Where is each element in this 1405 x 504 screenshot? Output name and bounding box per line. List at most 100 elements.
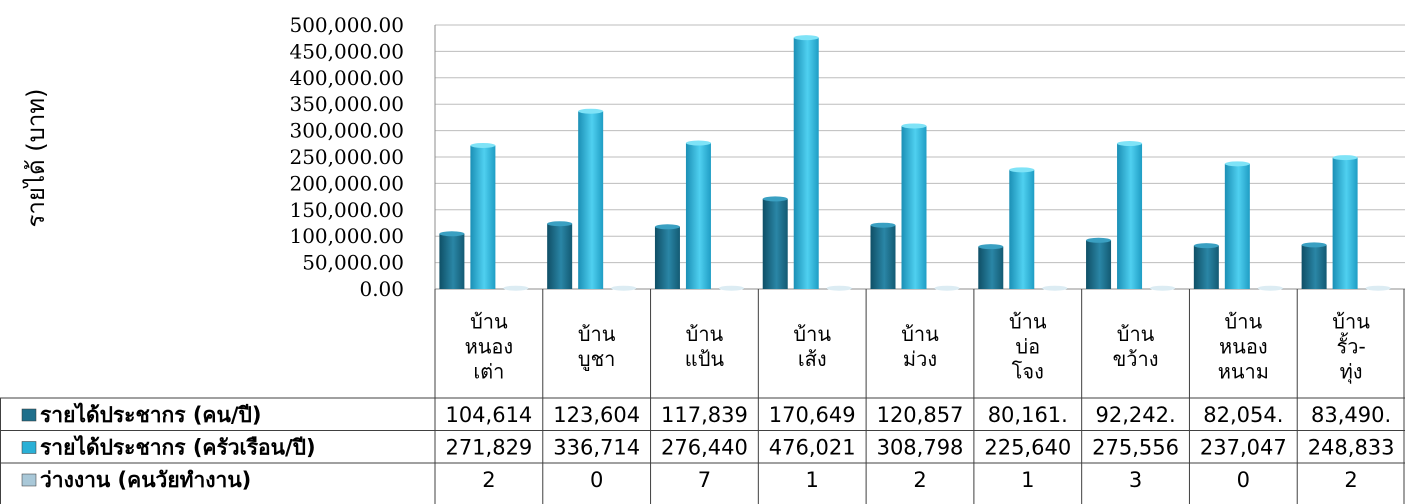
bar xyxy=(654,226,680,289)
bar xyxy=(1009,169,1035,289)
data-label: 82,054. xyxy=(1203,403,1283,427)
data-label: 275,556 xyxy=(1092,436,1179,460)
bar-top xyxy=(1150,285,1176,291)
series-name: รายได้ประชากร (ครัวเรือน/ปี) xyxy=(40,435,316,460)
category-label: บ้าน xyxy=(686,322,724,346)
legend-key xyxy=(21,473,37,487)
category-label: ทุ่ง xyxy=(1340,360,1363,385)
y-tick-label: 400,000.00 xyxy=(289,66,404,90)
data-label: 123,604 xyxy=(553,403,640,427)
y-tick-label: 450,000.00 xyxy=(289,39,404,63)
bar xyxy=(578,111,604,289)
category-label: บ้าน xyxy=(793,322,831,346)
data-label: 276,440 xyxy=(661,436,748,460)
y-tick-label: 250,000.00 xyxy=(289,145,404,169)
category-label: บ้าน xyxy=(1117,322,1155,346)
bar-top xyxy=(718,285,744,291)
y-tick-label: 50,000.00 xyxy=(302,251,404,275)
bar xyxy=(1193,245,1219,289)
y-axis-label: รายได้ (บาท) xyxy=(22,89,50,228)
category-label: เส้ง xyxy=(798,347,827,371)
category-label: บ้าน xyxy=(578,322,616,346)
bar xyxy=(1117,143,1143,289)
category-label: หนาม xyxy=(1218,360,1269,384)
category-label: บ่อ xyxy=(1015,335,1040,359)
data-label: 170,649 xyxy=(769,403,856,427)
bar xyxy=(762,198,788,289)
y-tick-label: 200,000.00 xyxy=(289,171,404,195)
bar-top xyxy=(654,224,680,230)
bar-top xyxy=(611,285,637,291)
y-tick-label: 300,000.00 xyxy=(289,119,404,143)
y-tick-label: 150,000.00 xyxy=(289,198,404,222)
category-label: บ้าน xyxy=(1225,310,1263,334)
category-label: หนอง xyxy=(465,335,514,359)
data-label: 0 xyxy=(1237,468,1250,492)
bar-top xyxy=(1224,161,1250,167)
data-label: 120,857 xyxy=(877,403,964,427)
data-label: 476,021 xyxy=(769,436,856,460)
bar-top xyxy=(1042,285,1068,291)
y-tick-label: 350,000.00 xyxy=(289,92,404,116)
data-label: 1 xyxy=(1021,468,1034,492)
bar-top xyxy=(1193,243,1219,249)
bar-top xyxy=(1009,167,1035,173)
data-label: 80,161. xyxy=(988,403,1068,427)
data-label: 3 xyxy=(1129,468,1142,492)
y-tick-label: 0.00 xyxy=(359,277,404,301)
bar xyxy=(470,145,496,289)
bar-top xyxy=(439,231,465,237)
legend-key xyxy=(21,441,37,454)
data-label: 104,614 xyxy=(445,403,532,427)
bar-top xyxy=(1117,141,1143,147)
bar xyxy=(685,143,711,289)
category-label: โจง xyxy=(1012,360,1044,384)
category-label: บ้าน xyxy=(1009,310,1047,334)
bar xyxy=(1086,240,1112,289)
series-name: ว่างงาน (คนวัยทำงาน) xyxy=(40,468,251,492)
bar-top xyxy=(578,108,604,114)
bar-top xyxy=(503,285,529,291)
bar-top xyxy=(547,221,573,227)
category-label: ขว้าง xyxy=(1113,347,1159,371)
data-label: 2 xyxy=(482,468,495,492)
bar xyxy=(870,225,896,289)
bar xyxy=(1332,157,1358,289)
y-tick-label: 100,000.00 xyxy=(289,224,404,248)
bar-top xyxy=(826,285,852,291)
bar-top xyxy=(1301,242,1327,248)
bar-top xyxy=(1257,285,1283,291)
legend-key xyxy=(21,408,37,422)
category-label: แป้น xyxy=(685,347,725,371)
category-label: บ้าน xyxy=(1332,310,1370,334)
bar-top xyxy=(870,222,896,228)
data-label: 237,047 xyxy=(1200,436,1287,460)
category-label: บ้าน xyxy=(901,322,939,346)
data-label: 271,829 xyxy=(445,436,532,460)
bar-top xyxy=(901,123,927,129)
bar xyxy=(793,37,819,289)
data-label: 83,490. xyxy=(1311,403,1391,427)
bar-top xyxy=(793,35,819,41)
bar xyxy=(439,233,465,289)
category-label: บ้าน xyxy=(470,310,508,334)
data-table: บ้านหนองเต่าบ้านบูชาบ้านแป้นบ้านเส้งบ้าน… xyxy=(0,289,1405,504)
data-label: 117,839 xyxy=(661,403,748,427)
bar-top xyxy=(762,196,788,202)
bar-top xyxy=(1332,155,1358,161)
bar-top xyxy=(1365,285,1391,291)
bar-top xyxy=(470,142,496,148)
data-label: 1 xyxy=(806,468,819,492)
bar xyxy=(901,125,927,290)
bars xyxy=(439,35,1391,291)
data-label: 7 xyxy=(698,468,711,492)
data-label: 0 xyxy=(590,468,603,492)
data-label: 308,798 xyxy=(877,436,964,460)
data-label: 2 xyxy=(913,468,926,492)
bar xyxy=(547,223,573,289)
bar-top xyxy=(934,285,960,291)
bar-top xyxy=(978,244,1004,250)
y-tick-label: 500,000.00 xyxy=(289,13,404,37)
